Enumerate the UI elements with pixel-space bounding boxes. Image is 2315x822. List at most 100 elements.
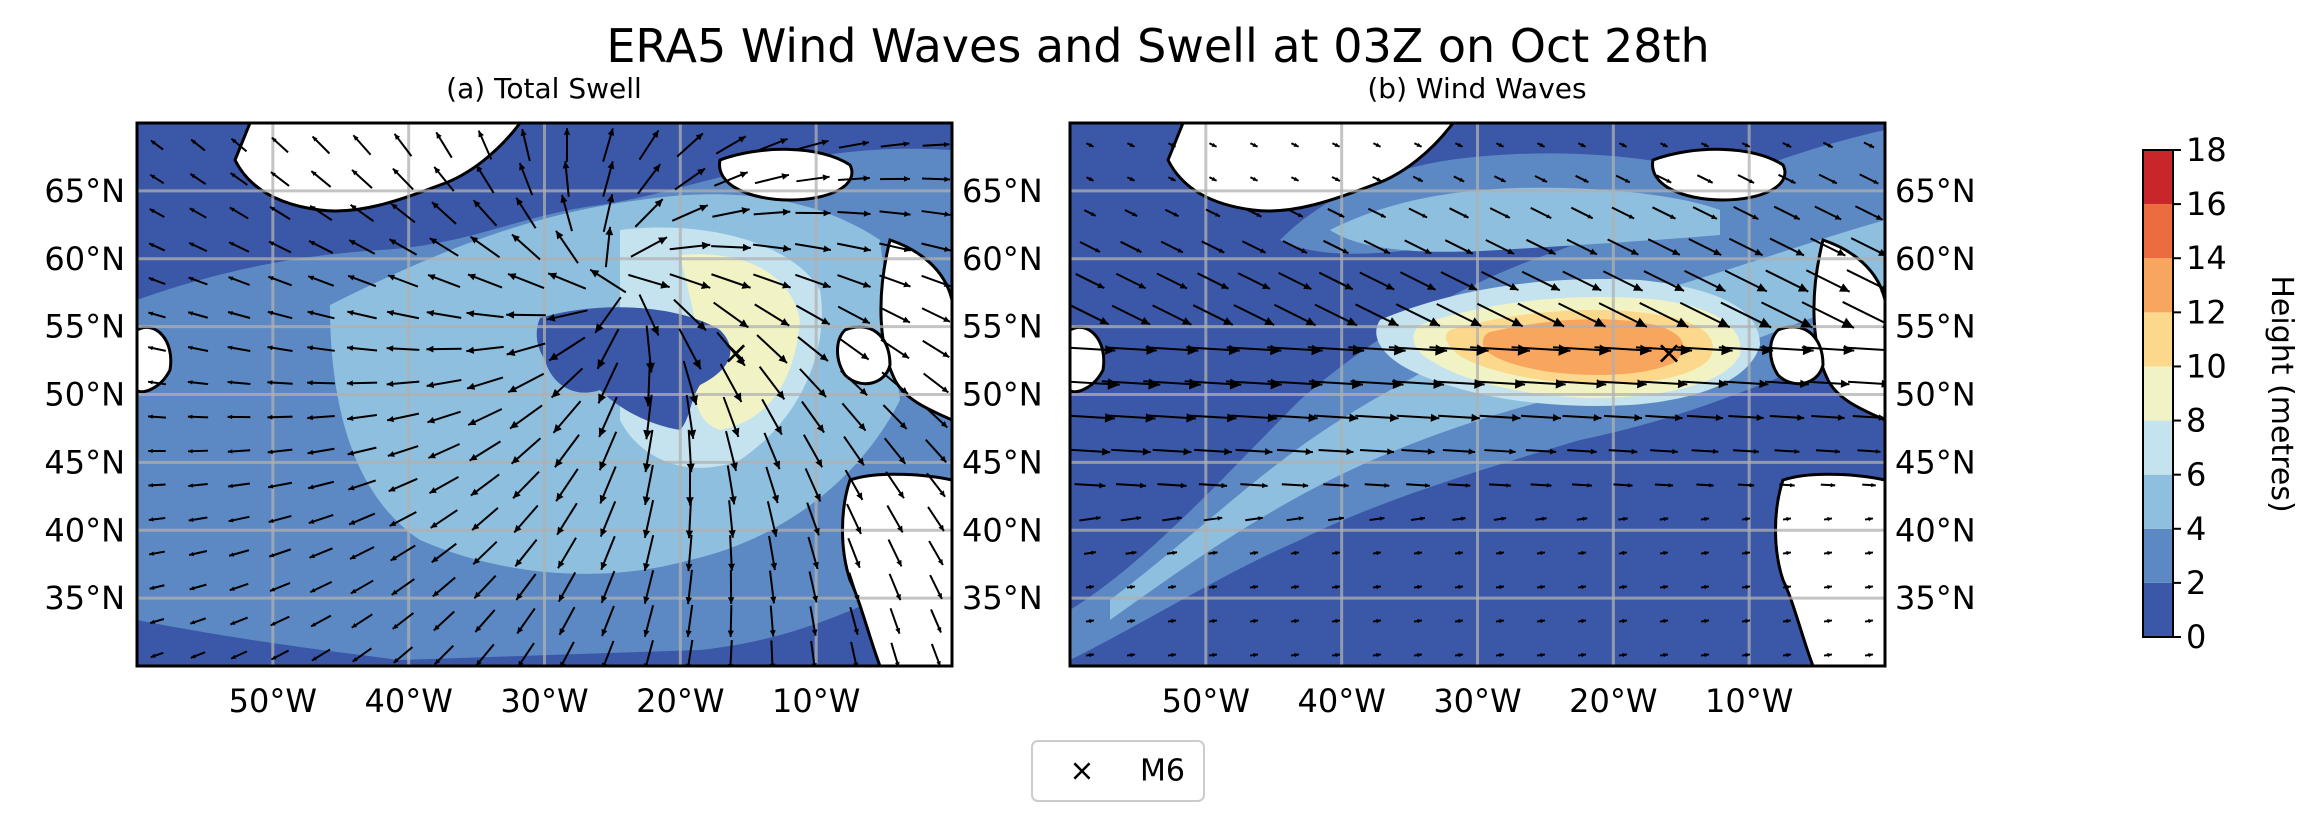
vector-arrowhead — [308, 519, 315, 524]
vector-arrowhead — [268, 518, 274, 524]
vector-arrowhead — [903, 246, 911, 253]
vector-arrowhead — [1499, 618, 1504, 624]
vector-arrowhead — [1635, 317, 1647, 327]
m6-marker-panel-b: × — [1656, 333, 1683, 371]
vector-arrowhead — [1583, 178, 1589, 183]
vector-arrowhead — [1252, 176, 1258, 181]
vector-arrowhead — [308, 275, 315, 281]
vector-arrowhead — [1745, 584, 1750, 590]
vector-arrowhead — [1827, 584, 1832, 590]
vector-arrowhead — [1253, 652, 1258, 658]
vector-arrowhead — [148, 277, 154, 282]
vector-arrowhead — [390, 555, 397, 561]
vector-arrowhead — [1587, 483, 1592, 488]
vector-arrowhead — [1262, 482, 1268, 489]
vector-arrowhead — [269, 241, 275, 246]
vector-arrowhead — [1183, 448, 1192, 456]
vector-arrowhead — [148, 448, 153, 454]
vector-arrowhead — [1786, 584, 1791, 590]
colorbar-frame — [2142, 149, 2174, 638]
vector-arrowhead — [1662, 142, 1668, 147]
vector-arrowhead — [1294, 618, 1299, 624]
vector-arrowhead — [1458, 652, 1463, 658]
vector-arrowhead — [770, 562, 778, 571]
lat-tick-label-right: 45°N — [1895, 443, 1976, 481]
vector-arrowhead — [310, 588, 316, 593]
vector-arrowhead — [1868, 618, 1873, 624]
vector-arrowhead — [904, 176, 910, 182]
vector-arrowhead — [347, 310, 354, 316]
vector-arrowhead — [188, 277, 194, 282]
vector-arrowhead — [741, 207, 750, 215]
vector-arrowhead — [1797, 414, 1805, 421]
vector-arrowhead — [433, 624, 440, 631]
vector-arrowhead — [1136, 248, 1142, 253]
vector-arrowhead — [1550, 283, 1560, 291]
vector-arrowhead — [268, 484, 274, 489]
vector-arrowhead — [1346, 448, 1354, 455]
vector-arrowhead — [1259, 248, 1266, 253]
vector-arrowhead — [1088, 176, 1094, 181]
vector-arrowhead — [267, 345, 273, 351]
vector-arrowhead — [351, 169, 358, 176]
lat-tick-label-right: 65°N — [962, 172, 1043, 210]
vector-arrowhead — [1499, 550, 1504, 556]
vector-arrowhead — [473, 200, 481, 208]
vector-arrowhead — [148, 380, 153, 385]
vector-arrowhead — [511, 234, 520, 243]
vector-arrowhead — [189, 208, 195, 213]
vector-arrowhead — [387, 416, 395, 423]
vector-arrowhead — [1627, 483, 1633, 488]
vector-arrowhead — [1786, 618, 1791, 624]
vector-arrowhead — [349, 554, 356, 560]
colorbar-swatch — [2143, 420, 2173, 475]
vector-arrowhead — [311, 656, 317, 661]
vector-arrowhead — [349, 519, 356, 525]
vector-arrowhead — [1580, 142, 1586, 147]
vector-arrowhead — [228, 483, 233, 489]
vector-arrowhead — [943, 281, 951, 287]
vector-arrowhead — [515, 559, 523, 567]
vector-arrowhead — [606, 194, 615, 203]
vector-arrowhead — [1835, 449, 1840, 454]
colorbar-tick-label: 2 — [2186, 564, 2206, 602]
vector-arrowhead — [1173, 212, 1179, 217]
vector-arrowhead — [1540, 618, 1545, 624]
vector-arrowhead — [769, 630, 776, 637]
vector-arrowhead — [1540, 652, 1545, 658]
vector-arrowhead — [1177, 248, 1183, 253]
panel-b-gridlines — [1070, 123, 1885, 666]
vector-arrowhead — [1458, 618, 1463, 624]
vector-arrowhead — [1703, 142, 1709, 147]
vector-arrowhead — [1376, 177, 1382, 182]
vector-arrowhead — [687, 429, 697, 439]
vector-arrowhead — [658, 237, 668, 245]
vector-arrowhead — [1717, 317, 1730, 328]
vector-arrowhead — [190, 173, 196, 179]
vector-arrowhead — [815, 459, 823, 468]
vector-arrowhead — [642, 463, 651, 473]
vector-arrowhead — [944, 211, 951, 217]
vector-arrowhead — [1171, 584, 1176, 590]
vector-arrowhead — [780, 138, 788, 145]
vector-arrowhead — [822, 174, 830, 181]
vector-arrowhead — [1335, 618, 1340, 624]
vector-arrowhead — [1827, 516, 1832, 522]
vector-arrowhead — [1582, 516, 1588, 522]
vector-arrowhead — [1663, 652, 1668, 658]
lat-tick-label: 45°N — [44, 443, 125, 481]
colorbar-tick-label: 16 — [2186, 185, 2227, 223]
vector-arrowhead — [1221, 482, 1228, 489]
vector-arrowhead — [1622, 618, 1627, 624]
vector-arrowhead — [728, 529, 736, 538]
lat-tick-label-right: 60°N — [1895, 240, 1976, 278]
vector-arrowhead — [1799, 379, 1809, 388]
vector-arrowhead — [943, 141, 950, 148]
vector-arrowhead — [1170, 176, 1176, 181]
vector-arrowhead — [695, 133, 703, 141]
colorbar-swatch — [2143, 366, 2173, 421]
vector-arrowhead — [1593, 317, 1606, 327]
vector-arrowhead — [1712, 448, 1719, 455]
vector-arrowhead — [556, 492, 564, 502]
vector-arrowhead — [1140, 317, 1150, 325]
